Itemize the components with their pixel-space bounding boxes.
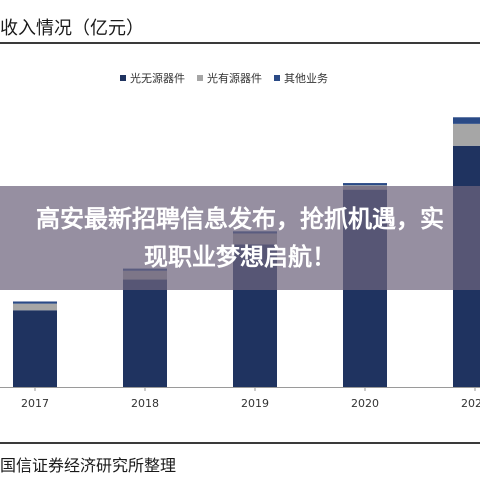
x-tick-label-2021: 2021 — [461, 397, 480, 410]
source-divider — [0, 442, 480, 444]
legend-swatch-active — [197, 75, 203, 81]
title-divider — [0, 42, 480, 44]
x-tick-label-2018: 2018 — [131, 397, 159, 410]
source-note: 国信证券经济研究所整理 — [0, 456, 177, 475]
headline-text: 高安最新招聘信息发布，抢抓机遇，实现职业梦想启航！ — [36, 205, 444, 271]
legend-item-passive: 光无源器件 — [120, 70, 185, 86]
legend-item-active: 光有源器件 — [197, 70, 262, 86]
legend-label-other: 其他业务 — [284, 72, 328, 85]
legend-label-active: 光有源器件 — [207, 72, 262, 85]
headline-banner: 高安最新招聘信息发布，抢抓机遇，实现职业梦想启航！ — [0, 186, 480, 290]
bar-2021-series-2 — [453, 117, 480, 124]
x-tick-label-2020: 2020 — [351, 397, 379, 410]
bar-2021-series-1 — [453, 123, 480, 146]
legend-swatch-other — [274, 75, 280, 81]
bar-2017-series-0 — [13, 310, 57, 387]
chart-title: 收入情况（亿元） — [0, 18, 144, 39]
bar-2017-series-1 — [13, 303, 57, 311]
bar-2017-series-2 — [13, 301, 57, 304]
x-tick-label-2019: 2019 — [241, 397, 269, 410]
x-tick-label-2017: 2017 — [21, 397, 49, 410]
legend-label-passive: 光无源器件 — [130, 72, 185, 85]
bar-2018-series-0 — [123, 279, 167, 387]
chart-legend: 光无源器件 光有源器件 其他业务 — [120, 70, 328, 86]
legend-item-other: 其他业务 — [274, 70, 328, 86]
bar-2020-series-2 — [343, 183, 387, 186]
legend-swatch-passive — [120, 75, 126, 81]
